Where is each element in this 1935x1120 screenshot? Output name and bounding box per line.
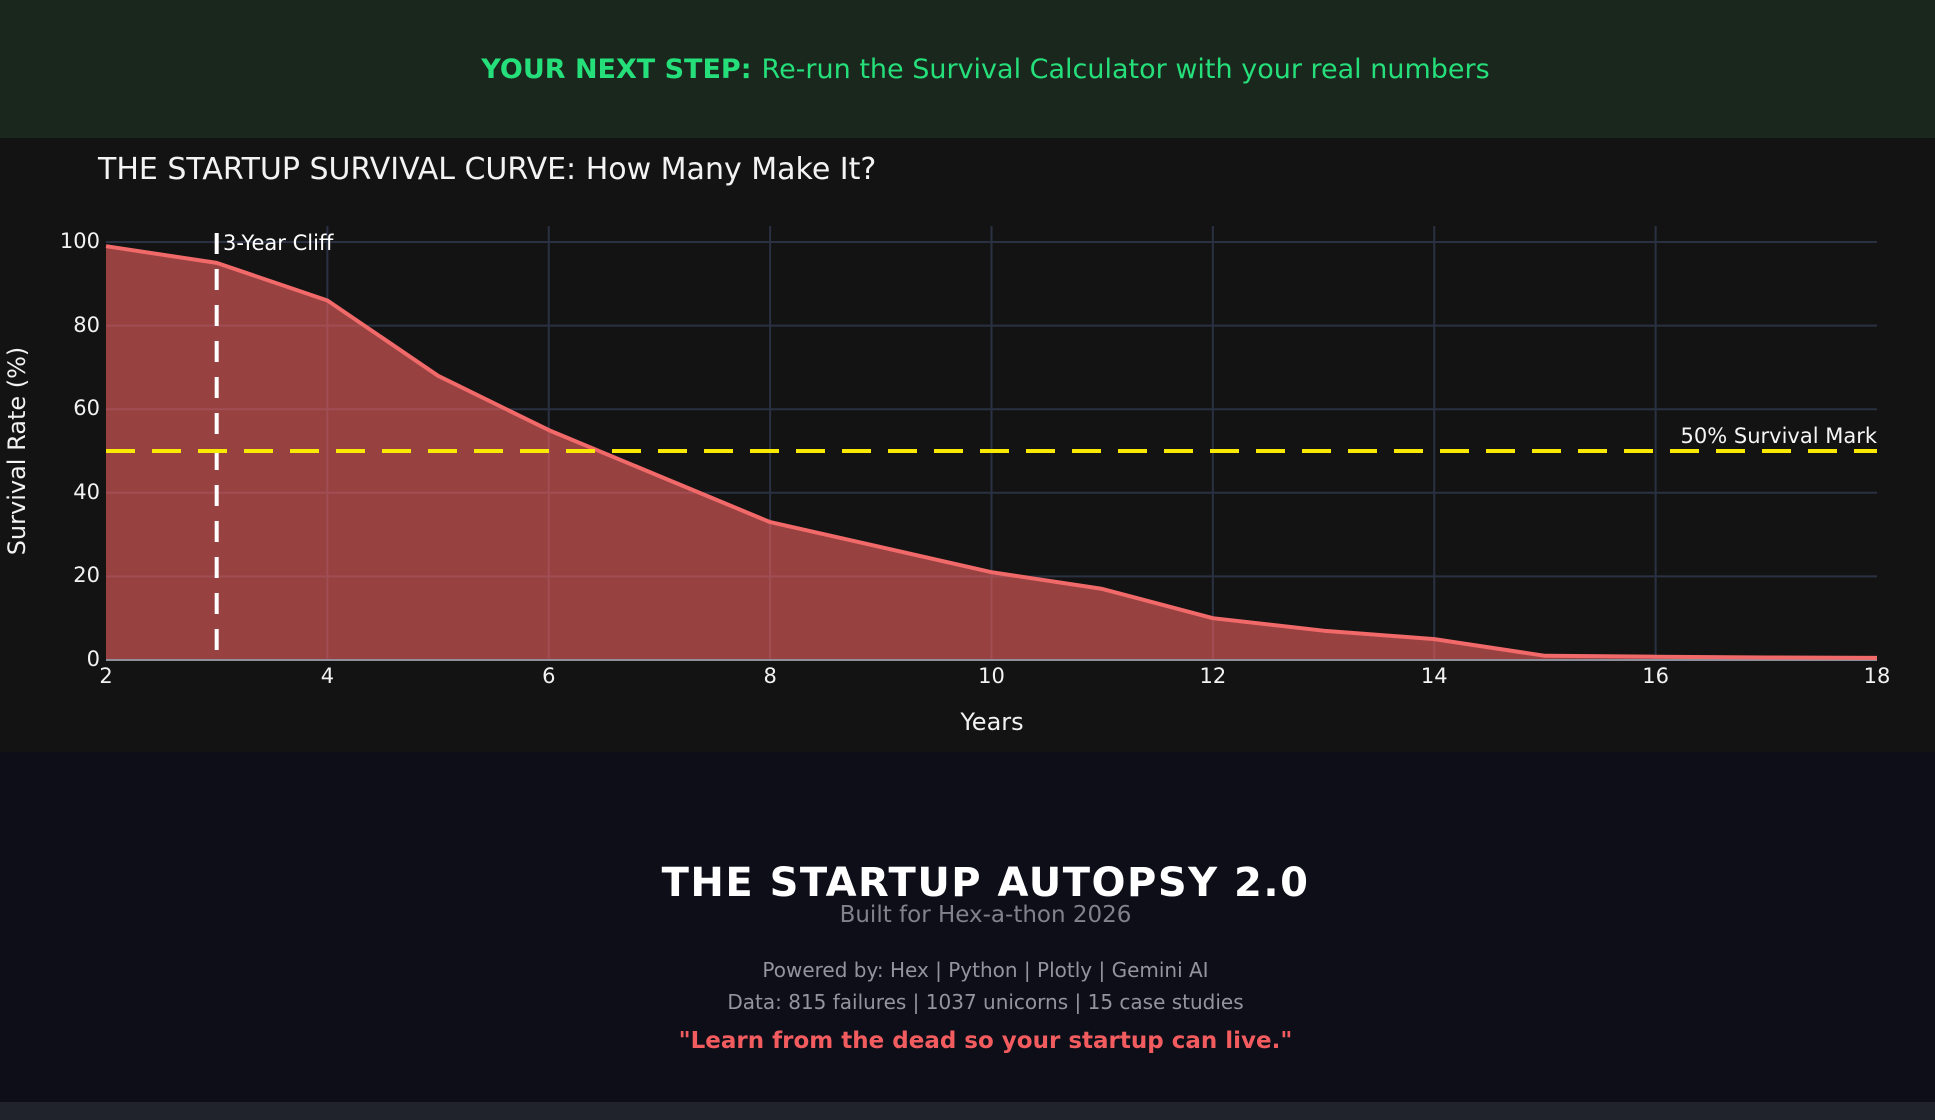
x-tick-label: 10 bbox=[978, 664, 1005, 688]
chart-section: THE STARTUP SURVIVAL CURVE: How Many Mak… bbox=[0, 138, 1935, 752]
footer-data-stats: Data: 815 failures | 1037 unicorns | 15 … bbox=[727, 990, 1244, 1014]
footer-title: THE STARTUP AUTOPSY 2.0 bbox=[661, 860, 1310, 906]
x-tick-label: 16 bbox=[1642, 664, 1669, 688]
banner-highlight: YOUR NEXT STEP: bbox=[481, 53, 752, 85]
survival-area bbox=[106, 246, 1877, 660]
footer-subtitle: Built for Hex-a-thon 2026 bbox=[839, 902, 1132, 928]
x-tick-label: 4 bbox=[320, 664, 335, 688]
fifty-percent-mark-annotation: 50% Survival Mark bbox=[1680, 424, 1877, 448]
x-tick-label: 12 bbox=[1199, 664, 1227, 688]
y-tick-label: 20 bbox=[73, 563, 100, 588]
x-tick-label: 18 bbox=[1863, 664, 1891, 688]
y-tick-label: 60 bbox=[73, 396, 100, 421]
banner-message: Re-run the Survival Calculator with your… bbox=[761, 53, 1490, 85]
bottom-bar bbox=[0, 1102, 1935, 1120]
footer-powered-by: Powered by: Hex | Python | Plotly | Gemi… bbox=[762, 958, 1209, 982]
banner-text: YOUR NEXT STEP: Re-run the Survival Calcu… bbox=[481, 54, 1489, 85]
three-year-cliff-annotation: 3-Year Cliff bbox=[223, 231, 334, 255]
survival-curve-plot[interactable] bbox=[0, 138, 1935, 752]
y-tick-label: 0 bbox=[86, 647, 100, 671]
x-axis-title: Years bbox=[960, 708, 1024, 736]
footer-quote: "Learn from the dead so your startup can… bbox=[678, 1028, 1293, 1054]
footer-section: THE STARTUP AUTOPSY 2.0 Built for Hex-a-… bbox=[0, 752, 1935, 1102]
x-tick-label: 2 bbox=[99, 664, 113, 688]
y-axis-title: Survival Rate (%) bbox=[3, 346, 31, 556]
x-tick-label: 8 bbox=[763, 664, 777, 688]
x-tick-label: 6 bbox=[542, 664, 556, 688]
survival-line bbox=[105, 244, 1878, 660]
x-tick-label: 14 bbox=[1420, 664, 1448, 688]
y-tick-label: 100 bbox=[59, 229, 100, 253]
next-step-banner: YOUR NEXT STEP: Re-run the Survival Calcu… bbox=[0, 0, 1935, 138]
y-tick-label: 40 bbox=[73, 479, 100, 504]
chart-title: THE STARTUP SURVIVAL CURVE: How Many Mak… bbox=[98, 152, 877, 187]
y-tick-label: 80 bbox=[73, 312, 100, 337]
